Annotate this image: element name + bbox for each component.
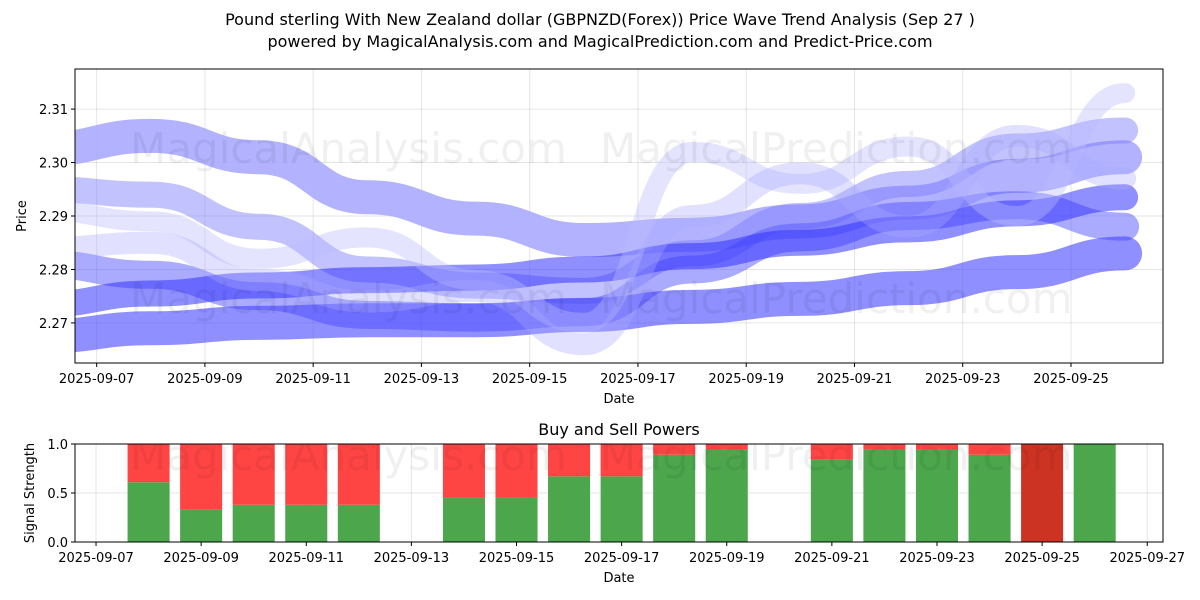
buy-bar — [337, 504, 380, 542]
price-x-tick-label: 2025-09-19 — [708, 372, 784, 387]
signal-y-axis: 0.0 0.5 1.0 — [47, 438, 75, 551]
price-x-tick-label: 2025-09-15 — [492, 372, 568, 387]
signal-x-tick-label: 2025-09-27 — [1109, 551, 1185, 566]
price-y-tick-label: 2.31 — [39, 103, 68, 118]
sell-bar — [127, 444, 170, 483]
price-y-tick-label: 2.27 — [39, 317, 68, 332]
buy-bar — [232, 504, 275, 542]
price-y-axis-title: Price — [15, 200, 30, 232]
chart-title-line1: Pound sterling With New Zealand dollar (… — [225, 10, 975, 29]
signal-x-tick-label: 2025-09-23 — [899, 551, 975, 566]
price-wave-wave-trend-mid — [75, 184, 1139, 316]
price-wave-wave-light-2 — [75, 124, 1137, 356]
price-x-tick-label: 2025-09-25 — [1033, 372, 1109, 387]
sell-bar — [232, 444, 275, 505]
watermark-prediction-mid: MagicalPrediction.com — [600, 274, 1073, 323]
price-x-tick-label: 2025-09-11 — [275, 372, 351, 387]
buy-bar — [127, 482, 170, 542]
signal-x-tick-label: 2025-09-13 — [374, 551, 450, 566]
price-x-tick-label: 2025-09-09 — [167, 372, 243, 387]
buy-bar — [600, 476, 643, 542]
price-y-tick-label: 2.29 — [39, 210, 68, 225]
watermark-analysis-bottom: MagicalAnalysis.com — [130, 431, 567, 480]
buy-bar — [810, 459, 853, 542]
signal-x-axis: 2025-09-07 2025-09-09 2025-09-11 2025-09-13… — [58, 542, 1185, 566]
sell-bar — [810, 444, 853, 460]
sell-bar — [285, 444, 328, 505]
sell-bar — [442, 444, 485, 498]
buy-bar — [705, 449, 748, 542]
signal-x-tick-label: 2025-09-19 — [689, 551, 765, 566]
price-y-tick-label: 2.30 — [39, 157, 68, 172]
price-wave-wave-trend-low — [75, 236, 1143, 353]
sell-bar — [548, 444, 591, 477]
signal-x-tick-label: 2025-09-15 — [479, 551, 555, 566]
signal-x-tick-label: 2025-09-09 — [163, 551, 239, 566]
sell-bar — [653, 444, 696, 455]
sell-bar — [600, 444, 643, 477]
buy-bar — [548, 476, 591, 542]
buy-bar — [180, 509, 223, 542]
sell-bar — [863, 444, 906, 450]
sell-bar — [337, 444, 380, 505]
price-wave-wave-upper — [75, 118, 1143, 258]
signal-panel-title: Buy and Sell Powers — [538, 420, 700, 439]
buy-bar — [442, 497, 485, 542]
buy-bar — [653, 454, 696, 542]
buy-bar — [1073, 444, 1116, 542]
chart-title-line2: powered by MagicalAnalysis.com and Magic… — [267, 32, 933, 51]
price-panel: MagicalAnalysis.com MagicalPrediction.co… — [15, 68, 1164, 407]
signal-x-tick-label: 2025-09-07 — [58, 551, 134, 566]
signal-x-axis-title: Date — [603, 571, 634, 586]
price-x-tick-label: 2025-09-17 — [600, 372, 676, 387]
price-x-axis-title: Date — [603, 392, 634, 407]
buy-bar — [915, 449, 959, 542]
watermark-analysis-mid: MagicalAnalysis.com — [130, 274, 567, 323]
signal-x-tick-label: 2025-09-21 — [794, 551, 870, 566]
price-y-axis: 2.27 2.28 2.29 2.30 2.31 — [39, 103, 75, 332]
sell-bar — [915, 444, 959, 450]
buy-bar — [968, 454, 1011, 542]
price-wave-layer — [75, 83, 1143, 356]
buy-bar — [285, 504, 328, 542]
sell-bar — [180, 444, 223, 510]
sell-bar — [495, 444, 538, 498]
signal-y-tick-label: 0.5 — [47, 487, 68, 502]
sell-bar — [1021, 444, 1064, 542]
signal-y-axis-title: Signal Strength — [23, 443, 38, 543]
buy-bar — [495, 497, 538, 542]
price-x-tick-label: 2025-09-21 — [817, 372, 893, 387]
price-y-tick-label: 2.28 — [39, 263, 68, 278]
price-x-tick-label: 2025-09-23 — [925, 372, 1001, 387]
sell-bar — [705, 444, 748, 450]
signal-y-tick-label: 0.0 — [47, 536, 68, 551]
watermark-analysis-top: MagicalAnalysis.com — [130, 124, 567, 173]
signal-x-tick-label: 2025-09-17 — [584, 551, 660, 566]
watermark-prediction-bottom: MagicalPrediction.com — [600, 431, 1073, 480]
buy-bar — [863, 449, 906, 542]
signal-panel: Buy and Sell Powers MagicalAnalysis.com … — [23, 420, 1185, 586]
signal-y-tick-label: 1.0 — [47, 438, 68, 453]
price-x-tick-label: 2025-09-13 — [384, 372, 460, 387]
price-x-axis: 2025-09-07 2025-09-09 2025-09-11 2025-09-13… — [59, 363, 1109, 387]
price-wave-wave-band-1 — [75, 117, 1139, 304]
signal-bar-layer — [127, 444, 1116, 542]
sell-bar — [968, 444, 1011, 455]
price-x-tick-label: 2025-09-07 — [59, 372, 135, 387]
signal-x-tick-label: 2025-09-25 — [1004, 551, 1080, 566]
watermark-prediction-top: MagicalPrediction.com — [600, 124, 1073, 173]
signal-x-tick-label: 2025-09-11 — [268, 551, 344, 566]
price-wave-wave-light-1 — [75, 83, 1136, 333]
